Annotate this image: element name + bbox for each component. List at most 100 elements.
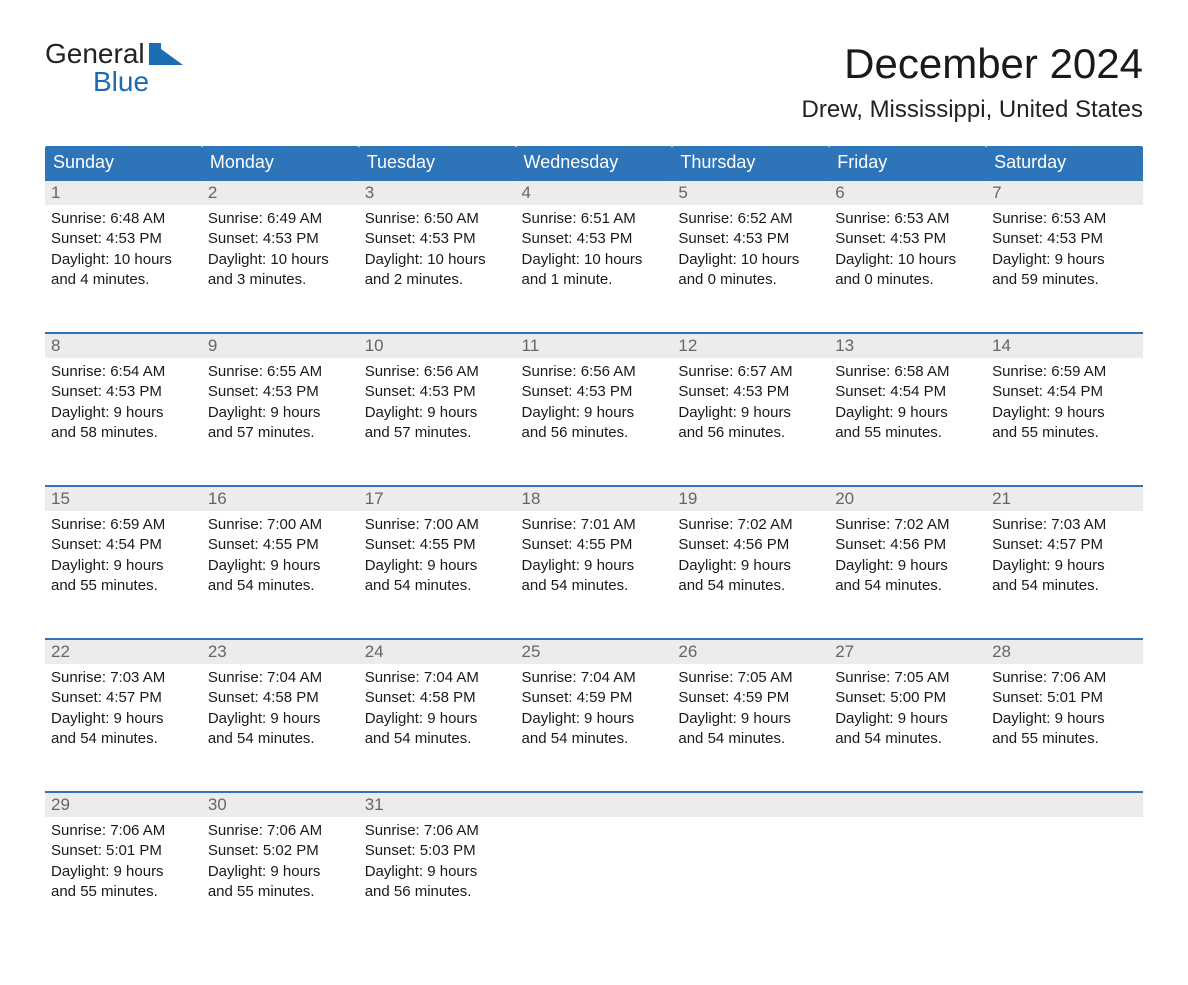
header: General Blue December 2024 Drew, Mississ… — [45, 40, 1143, 138]
day-d1: Daylight: 9 hours — [365, 862, 510, 882]
day-sunset: Sunset: 4:59 PM — [678, 688, 823, 708]
day-cell: Sunrise: 7:01 AMSunset: 4:55 PMDaylight:… — [516, 511, 673, 639]
day-cell: Sunrise: 7:06 AMSunset: 5:03 PMDaylight:… — [359, 817, 516, 945]
day-number-cell: 5 — [672, 180, 829, 205]
logo: General Blue — [45, 40, 185, 96]
day-sunrise: Sunrise: 7:00 AM — [365, 515, 510, 535]
day-number: 7 — [992, 183, 1001, 202]
day-d1: Daylight: 10 hours — [51, 250, 196, 270]
day-content: Sunrise: 7:04 AMSunset: 4:59 PMDaylight:… — [516, 664, 673, 759]
day-sunset: Sunset: 4:58 PM — [208, 688, 353, 708]
day-d2: and 55 minutes. — [992, 729, 1137, 749]
day-content: Sunrise: 7:05 AMSunset: 4:59 PMDaylight:… — [672, 664, 829, 759]
day-d2: and 54 minutes. — [208, 576, 353, 596]
day-sunset: Sunset: 4:56 PM — [835, 535, 980, 555]
day-d1: Daylight: 9 hours — [678, 709, 823, 729]
day-number: 1 — [51, 183, 60, 202]
day-sunset: Sunset: 4:53 PM — [678, 229, 823, 249]
day-number-cell: 22 — [45, 639, 202, 664]
dayname-sunday: Sunday — [45, 146, 202, 180]
day-cell: Sunrise: 6:52 AMSunset: 4:53 PMDaylight:… — [672, 205, 829, 333]
day-cell: Sunrise: 6:59 AMSunset: 4:54 PMDaylight:… — [45, 511, 202, 639]
day-sunrise: Sunrise: 7:01 AM — [522, 515, 667, 535]
day-d1: Daylight: 9 hours — [51, 556, 196, 576]
day-number: 10 — [365, 336, 384, 355]
day-cell: Sunrise: 6:56 AMSunset: 4:53 PMDaylight:… — [359, 358, 516, 486]
day-number-cell: 11 — [516, 333, 673, 358]
day-number: 27 — [835, 642, 854, 661]
day-number: 30 — [208, 795, 227, 814]
day-cell — [672, 817, 829, 945]
day-number-cell: 17 — [359, 486, 516, 511]
day-d1: Daylight: 9 hours — [208, 709, 353, 729]
day-d1: Daylight: 9 hours — [678, 556, 823, 576]
day-d2: and 1 minute. — [522, 270, 667, 290]
day-number: 28 — [992, 642, 1011, 661]
day-sunset: Sunset: 4:58 PM — [365, 688, 510, 708]
day-sunrise: Sunrise: 6:49 AM — [208, 209, 353, 229]
day-d2: and 55 minutes. — [835, 423, 980, 443]
day-cell: Sunrise: 7:06 AMSunset: 5:01 PMDaylight:… — [45, 817, 202, 945]
week-content-row: Sunrise: 6:48 AMSunset: 4:53 PMDaylight:… — [45, 205, 1143, 333]
day-number: 18 — [522, 489, 541, 508]
day-d2: and 56 minutes. — [365, 882, 510, 902]
day-number: 26 — [678, 642, 697, 661]
day-content: Sunrise: 6:59 AMSunset: 4:54 PMDaylight:… — [45, 511, 202, 606]
day-number-cell: 31 — [359, 792, 516, 817]
day-content: Sunrise: 7:06 AMSunset: 5:02 PMDaylight:… — [202, 817, 359, 912]
day-d2: and 56 minutes. — [522, 423, 667, 443]
day-d1: Daylight: 9 hours — [835, 709, 980, 729]
day-d1: Daylight: 9 hours — [992, 556, 1137, 576]
day-number-cell: 14 — [986, 333, 1143, 358]
day-sunset: Sunset: 4:53 PM — [992, 229, 1137, 249]
month-title: December 2024 — [802, 40, 1143, 88]
day-content: Sunrise: 7:03 AMSunset: 4:57 PMDaylight:… — [45, 664, 202, 759]
day-d1: Daylight: 9 hours — [522, 403, 667, 423]
day-sunset: Sunset: 4:53 PM — [522, 229, 667, 249]
day-sunrise: Sunrise: 6:56 AM — [522, 362, 667, 382]
day-content: Sunrise: 6:58 AMSunset: 4:54 PMDaylight:… — [829, 358, 986, 453]
day-d2: and 54 minutes. — [365, 729, 510, 749]
day-cell: Sunrise: 6:50 AMSunset: 4:53 PMDaylight:… — [359, 205, 516, 333]
day-number-cell: 1 — [45, 180, 202, 205]
day-sunset: Sunset: 4:53 PM — [522, 382, 667, 402]
day-number: 11 — [522, 336, 540, 355]
day-sunrise: Sunrise: 7:00 AM — [208, 515, 353, 535]
day-cell: Sunrise: 7:06 AMSunset: 5:02 PMDaylight:… — [202, 817, 359, 945]
day-content: Sunrise: 6:51 AMSunset: 4:53 PMDaylight:… — [516, 205, 673, 300]
day-number-cell: 29 — [45, 792, 202, 817]
day-cell: Sunrise: 7:00 AMSunset: 4:55 PMDaylight:… — [202, 511, 359, 639]
day-sunrise: Sunrise: 7:04 AM — [208, 668, 353, 688]
dayname-monday: Monday — [202, 146, 359, 180]
day-sunset: Sunset: 4:53 PM — [51, 382, 196, 402]
day-content: Sunrise: 7:06 AMSunset: 5:01 PMDaylight:… — [45, 817, 202, 912]
week-daynum-row: 22232425262728 — [45, 639, 1143, 664]
day-number-cell — [672, 792, 829, 817]
day-content: Sunrise: 7:01 AMSunset: 4:55 PMDaylight:… — [516, 511, 673, 606]
day-cell: Sunrise: 6:57 AMSunset: 4:53 PMDaylight:… — [672, 358, 829, 486]
day-number: 6 — [835, 183, 844, 202]
day-number-cell — [829, 792, 986, 817]
day-content: Sunrise: 7:05 AMSunset: 5:00 PMDaylight:… — [829, 664, 986, 759]
day-content: Sunrise: 6:53 AMSunset: 4:53 PMDaylight:… — [986, 205, 1143, 300]
day-sunset: Sunset: 4:53 PM — [365, 229, 510, 249]
day-content: Sunrise: 7:04 AMSunset: 4:58 PMDaylight:… — [202, 664, 359, 759]
day-cell: Sunrise: 6:59 AMSunset: 4:54 PMDaylight:… — [986, 358, 1143, 486]
day-number-cell: 30 — [202, 792, 359, 817]
day-cell: Sunrise: 6:54 AMSunset: 4:53 PMDaylight:… — [45, 358, 202, 486]
day-sunrise: Sunrise: 7:06 AM — [51, 821, 196, 841]
day-number-cell: 15 — [45, 486, 202, 511]
day-sunrise: Sunrise: 7:02 AM — [835, 515, 980, 535]
day-d1: Daylight: 9 hours — [992, 403, 1137, 423]
day-d1: Daylight: 9 hours — [678, 403, 823, 423]
day-content: Sunrise: 6:59 AMSunset: 4:54 PMDaylight:… — [986, 358, 1143, 453]
day-sunset: Sunset: 4:59 PM — [522, 688, 667, 708]
day-sunrise: Sunrise: 6:56 AM — [365, 362, 510, 382]
location: Drew, Mississippi, United States — [802, 96, 1143, 124]
day-sunrise: Sunrise: 6:50 AM — [365, 209, 510, 229]
day-number: 9 — [208, 336, 217, 355]
day-number: 5 — [678, 183, 687, 202]
day-cell: Sunrise: 7:03 AMSunset: 4:57 PMDaylight:… — [986, 511, 1143, 639]
day-d1: Daylight: 9 hours — [835, 403, 980, 423]
day-number-cell: 24 — [359, 639, 516, 664]
